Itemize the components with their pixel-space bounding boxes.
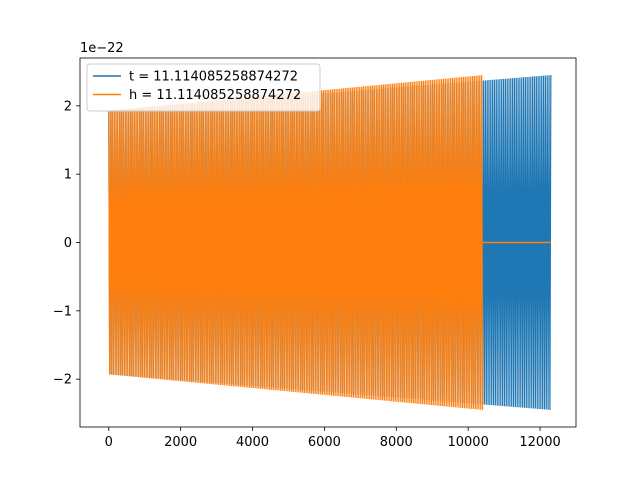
y-tick-label: 2 (64, 99, 72, 114)
series-2-line (108, 75, 484, 410)
series-2-group (108, 75, 551, 410)
y-tick-label: 1 (64, 168, 72, 183)
y-tick-label: 0 (64, 236, 72, 251)
x-tick-label: 8000 (380, 435, 413, 450)
x-tick-label: 10000 (447, 435, 488, 450)
x-tick-label: 4000 (236, 435, 269, 450)
legend-label: h = 11.114085258874272 (129, 88, 301, 103)
y-tick-label: −1 (53, 304, 72, 319)
x-tick-label: 0 (105, 435, 113, 450)
x-axis: 0 2000 4000 6000 8000 10000 12000 (105, 427, 561, 450)
x-tick-label: 12000 (519, 435, 560, 450)
y-offset-label: 1e−22 (80, 41, 124, 56)
y-axis: −2 −1 0 1 2 (53, 99, 80, 388)
legend-label: t = 11.114085258874272 (129, 70, 298, 85)
series-layer (108, 75, 552, 410)
legend-box (86, 63, 321, 112)
x-tick-label: 2000 (164, 435, 197, 450)
x-tick-label: 6000 (308, 435, 341, 450)
legend: t = 11.114085258874272 h = 11.11408525887… (86, 63, 321, 112)
y-tick-label: −2 (53, 373, 72, 388)
